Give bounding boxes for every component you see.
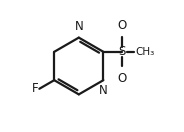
Text: N: N [99,84,108,97]
Text: O: O [117,19,126,32]
Text: CH₃: CH₃ [135,47,154,57]
Text: S: S [118,45,125,58]
Text: F: F [31,82,38,95]
Text: N: N [74,20,83,33]
Text: O: O [117,72,126,85]
